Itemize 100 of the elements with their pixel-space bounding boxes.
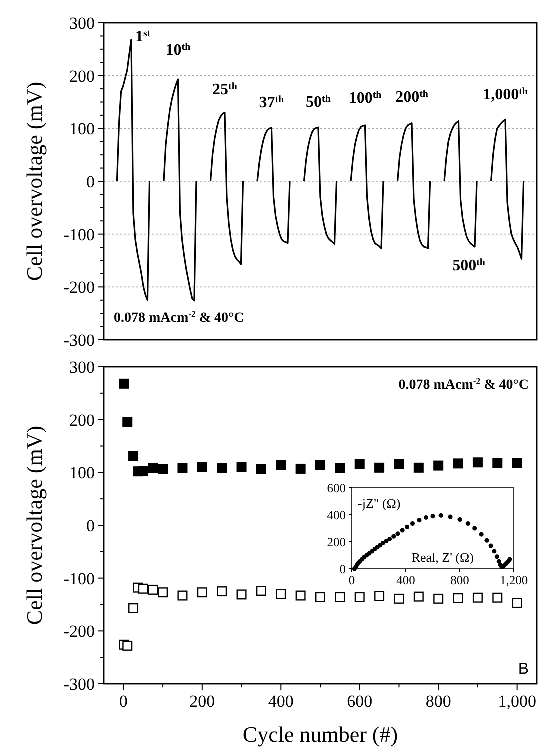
point xyxy=(122,640,133,651)
y-axis-title: -jZ" (Ω) xyxy=(358,496,401,511)
annotation: 1$^{st}$ xyxy=(135,28,152,46)
annotation: 25$^{th}$ xyxy=(212,80,238,98)
point xyxy=(217,586,228,597)
point xyxy=(335,463,346,474)
point xyxy=(492,458,503,468)
point xyxy=(119,378,130,389)
point xyxy=(417,518,422,523)
point xyxy=(453,458,464,469)
y-tick-label: 0 xyxy=(340,562,346,576)
point xyxy=(256,586,266,596)
x-tick-label: 1,200 xyxy=(500,574,528,588)
point xyxy=(492,592,503,603)
point xyxy=(414,592,424,602)
point xyxy=(178,463,188,474)
point xyxy=(512,598,522,608)
y-tick-label: 0 xyxy=(86,516,95,536)
point xyxy=(128,603,139,614)
y-tick-label: -300 xyxy=(64,674,95,694)
annotation: 0.078 mAcm$^{-2}$ & 40°C xyxy=(398,376,529,393)
x-tick-label: 800 xyxy=(450,574,470,588)
point xyxy=(236,462,247,472)
point xyxy=(400,528,405,533)
y-tick-label: -200 xyxy=(64,622,95,642)
point xyxy=(138,466,148,476)
point xyxy=(316,592,326,602)
point xyxy=(466,522,470,526)
x-tick-label: 400 xyxy=(396,574,416,588)
point xyxy=(128,451,139,462)
point xyxy=(256,464,266,474)
y-tick-label: 100 xyxy=(70,120,95,139)
x-tick-label: 200 xyxy=(190,692,216,711)
point xyxy=(296,464,306,474)
point xyxy=(394,594,404,604)
point xyxy=(424,515,428,520)
point xyxy=(158,588,168,598)
annotation: 50$^{th}$ xyxy=(306,94,332,112)
annotation: 500$^{th}$ xyxy=(452,257,486,275)
point xyxy=(236,590,247,600)
point xyxy=(392,534,396,539)
point xyxy=(492,549,497,554)
y-tick-label: 100 xyxy=(70,464,95,483)
x-tick-label: 800 xyxy=(426,692,452,711)
annotation: 10$^{th}$ xyxy=(166,42,192,60)
point xyxy=(354,459,365,470)
point xyxy=(276,589,286,600)
point xyxy=(217,463,228,474)
y-tick-label: -100 xyxy=(64,569,95,588)
annotation: B xyxy=(518,661,529,678)
annotation: 1,000$^{th}$ xyxy=(483,86,528,104)
point xyxy=(122,417,133,428)
point xyxy=(414,462,424,473)
annotation: 37$^{th}$ xyxy=(259,94,285,112)
point xyxy=(296,590,306,601)
point xyxy=(472,592,483,603)
point xyxy=(430,514,436,519)
point xyxy=(512,458,522,468)
y-axis-title: Cell overvoltage (mV) xyxy=(22,426,47,626)
point xyxy=(380,541,386,546)
point xyxy=(434,460,444,471)
point xyxy=(374,591,385,602)
point xyxy=(396,532,400,536)
y-tick-label: 200 xyxy=(327,535,346,550)
point xyxy=(148,584,158,595)
y-tick-label: 300 xyxy=(70,358,95,377)
point xyxy=(394,459,404,470)
point xyxy=(138,584,148,594)
y-tick-label: -300 xyxy=(64,330,95,350)
point xyxy=(472,526,478,531)
point xyxy=(384,539,389,544)
point xyxy=(197,462,208,472)
annotation: 200$^{th}$ xyxy=(396,88,429,106)
annotation: 100$^{th}$ xyxy=(348,90,382,108)
point xyxy=(374,462,385,473)
annotation: 0.078 mAcm$^{-2}$ & 40°C xyxy=(114,309,244,326)
x-axis-title: Cycle number (#) xyxy=(242,722,398,747)
x-tick-label: 1,000 xyxy=(498,692,536,711)
y-tick-label: -200 xyxy=(64,278,95,298)
point xyxy=(148,463,158,474)
y-tick-label: 200 xyxy=(70,66,95,86)
point xyxy=(158,464,168,474)
x-axis-title: Real, Z' (Ω) xyxy=(412,550,474,565)
x-tick-label: 600 xyxy=(347,692,373,711)
point xyxy=(472,458,483,468)
point xyxy=(484,538,490,543)
y-tick-label: 400 xyxy=(327,508,346,522)
x-tick-label: 400 xyxy=(268,692,294,711)
point xyxy=(316,460,326,470)
point xyxy=(448,514,453,520)
point xyxy=(458,517,462,522)
y-tick-label: 600 xyxy=(327,481,346,496)
y-axis-title: Cell overvoltage (mV) xyxy=(22,82,47,282)
point xyxy=(276,460,286,470)
point xyxy=(488,544,494,548)
point xyxy=(434,594,444,604)
point xyxy=(438,513,444,518)
point xyxy=(178,590,188,601)
point xyxy=(354,592,365,602)
point xyxy=(479,532,484,537)
